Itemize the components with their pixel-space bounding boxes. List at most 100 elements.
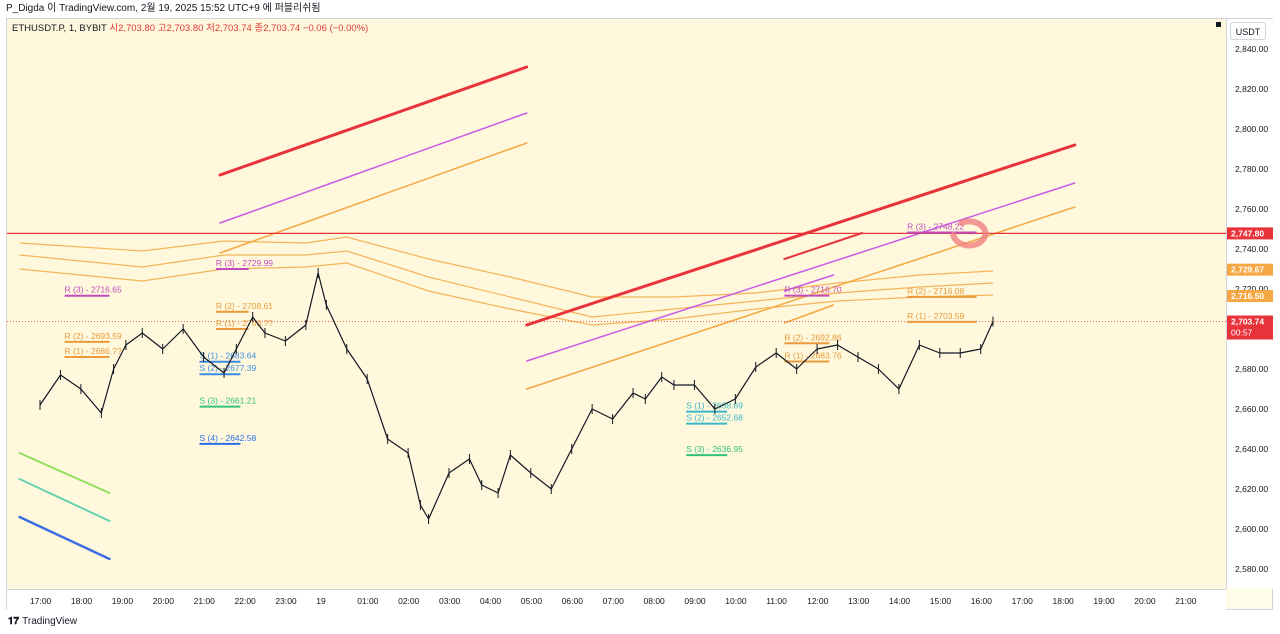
x-tick-11: 04:00 xyxy=(480,596,502,606)
level-label-2: R (2) - 2708.61 xyxy=(216,301,273,311)
y-tick-1: 2,600.00 xyxy=(1235,524,1268,534)
x-tick-1: 18:00 xyxy=(71,596,93,606)
y-tick-11: 2,800.00 xyxy=(1235,124,1268,134)
x-tick-13: 06:00 xyxy=(562,596,584,606)
level-label-6: S (1) - 2683.64 xyxy=(200,351,257,361)
price-tag-bg-2 xyxy=(1227,263,1273,276)
legend-symbol: ETHUSDT.P, 1, BYBIT xyxy=(12,23,107,34)
x-tick-6: 23:00 xyxy=(275,596,297,606)
x-tick-21: 14:00 xyxy=(889,596,911,606)
band-middle xyxy=(19,262,994,326)
violet-upper-a xyxy=(219,112,528,224)
y-tick-7: 2,720.00 xyxy=(1235,284,1268,294)
price-axis[interactable]: 2,580.00 2,600.00 2,620.00 2,640.00 2,660.00… xyxy=(1226,19,1273,589)
y-tick-3: 2,640.00 xyxy=(1235,444,1268,454)
level-label-4: R (2) - 2693.59 xyxy=(65,331,122,341)
price-axis-svg: 2,580.00 2,600.00 2,620.00 2,640.00 2,660.00… xyxy=(1227,44,1273,574)
x-tick-27: 20:00 xyxy=(1134,596,1156,606)
price-tag-1: 2,703.74 xyxy=(1231,317,1264,327)
x-tick-25: 18:00 xyxy=(1053,596,1075,606)
level-label-8: S (3) - 2661.21 xyxy=(200,396,257,406)
publish-caption: P_Digda 이 TradingView.com, 2월 19, 2025 1… xyxy=(6,3,321,14)
pane-marker-icon xyxy=(1216,22,1221,27)
x-tick-17: 10:00 xyxy=(725,596,747,606)
footer-brand-label: TradingView xyxy=(22,616,78,627)
x-tick-3: 20:00 xyxy=(153,596,175,606)
x-tick-20: 13:00 xyxy=(848,596,870,606)
level-label-11: R (2) - 2692.86 xyxy=(784,332,841,342)
x-tick-28: 21:00 xyxy=(1175,596,1197,606)
x-tick-23: 16:00 xyxy=(971,596,993,606)
price-tag-3: 2,716.50 xyxy=(1231,291,1264,301)
blue-lower xyxy=(18,515,111,561)
x-tick-12: 05:00 xyxy=(521,596,543,606)
teal-lower xyxy=(18,478,111,522)
level-label-5: R (1) - 2686.?? xyxy=(65,346,122,356)
y-tick-9: 2,760.00 xyxy=(1235,204,1268,214)
circle-highlight xyxy=(950,218,989,249)
y-tick-13: 2,840.00 xyxy=(1235,44,1268,54)
legend-open: 시2,703.80 xyxy=(109,23,156,34)
level-label-16: R (3) - 2748.22 xyxy=(907,222,964,232)
time-axis[interactable]: 17:00 18:00 19:00 20:00 21:00 22:00 23:00 19 01:… xyxy=(7,589,1226,610)
legend-high: 고2,703.80 xyxy=(157,23,204,34)
x-tick-7: 19 xyxy=(316,596,326,606)
price-chart[interactable]: R (3) - 2716.65 R (3) - 2729.99 R (2) - 27… xyxy=(7,19,1226,589)
level-label-14: S (2) - 2652.68 xyxy=(686,413,743,423)
legend-low: 저2,703.74 xyxy=(206,23,252,34)
legend-change: −0.06 (−0.00%) xyxy=(302,23,369,34)
price-tag-sub-1: 00:57 xyxy=(1231,328,1253,338)
level-label-15: S (3) - 2636.95 xyxy=(686,444,743,454)
x-tick-4: 21:00 xyxy=(194,596,216,606)
x-tick-19: 12:00 xyxy=(807,596,829,606)
level-label-12: R (1) - 2683.76 xyxy=(784,350,841,360)
y-tick-12: 2,820.00 xyxy=(1235,84,1268,94)
price-tag-bg-0 xyxy=(1227,227,1273,240)
level-label-1: R (3) - 2729.99 xyxy=(216,258,273,268)
violet-short xyxy=(783,274,835,292)
level-label-18: R (1) - 2703.59 xyxy=(907,311,964,321)
red-short xyxy=(783,232,864,260)
x-tick-2: 19:00 xyxy=(112,596,134,606)
band-lower xyxy=(19,250,994,318)
level-label-0: R (3) - 2716.65 xyxy=(65,285,122,295)
x-tick-5: 22:00 xyxy=(235,596,257,606)
red-upper-b xyxy=(525,143,1077,327)
orange-short xyxy=(783,304,835,324)
level-label-7: S (2) - 2677.39 xyxy=(200,363,257,373)
price-tag-bg-1 xyxy=(1227,315,1273,340)
y-tick-10: 2,780.00 xyxy=(1235,164,1268,174)
band-upper xyxy=(19,236,994,298)
y-tick-0: 2,580.00 xyxy=(1235,564,1268,574)
x-tick-8: 01:00 xyxy=(357,596,379,606)
plot-area[interactable]: R (3) - 2716.65 R (3) - 2729.99 R (2) - 27… xyxy=(7,19,1226,589)
orange-upper-a xyxy=(219,142,528,254)
price-tag-bg-3 xyxy=(1227,290,1273,302)
y-tick-8: 2,740.00 xyxy=(1235,244,1268,254)
violet-upper-b xyxy=(525,182,1076,362)
price-line xyxy=(39,272,994,520)
x-tick-9: 02:00 xyxy=(398,596,420,606)
red-upper-a xyxy=(218,65,529,177)
level-label-3: R (1) - 2700.?? xyxy=(216,318,273,328)
x-tick-24: 17:00 xyxy=(1012,596,1034,606)
price-tag-0: 2,747.80 xyxy=(1231,228,1264,238)
level-label-17: R (2) - 2716.08 xyxy=(907,286,964,296)
x-tick-18: 11:00 xyxy=(766,596,787,606)
x-tick-16: 09:00 xyxy=(684,596,706,606)
x-tick-15: 08:00 xyxy=(644,596,666,606)
x-tick-14: 07:00 xyxy=(603,596,625,606)
symbol-legend: ETHUSDT.P, 1, BYBIT 시2,703.80 고2,703.80 … xyxy=(12,22,368,36)
x-tick-0: 17:00 xyxy=(30,596,52,606)
y-tick-4: 2,660.00 xyxy=(1235,404,1268,414)
green-lower xyxy=(18,452,111,494)
footer-brand: 𝟏𝟕 TradingView xyxy=(8,614,77,630)
x-tick-26: 19:00 xyxy=(1093,596,1115,606)
price-tag-2: 2,729.67 xyxy=(1231,265,1264,275)
x-tick-22: 15:00 xyxy=(930,596,952,606)
time-axis-svg: 17:00 18:00 19:00 20:00 21:00 22:00 23:00 19 01:… xyxy=(30,596,1197,606)
x-tick-10: 03:00 xyxy=(439,596,461,606)
currency-unit-button[interactable]: USDT xyxy=(1230,22,1266,40)
y-tick-2: 2,620.00 xyxy=(1235,484,1268,494)
level-label-9: S (4) - 2642.58 xyxy=(200,433,257,443)
